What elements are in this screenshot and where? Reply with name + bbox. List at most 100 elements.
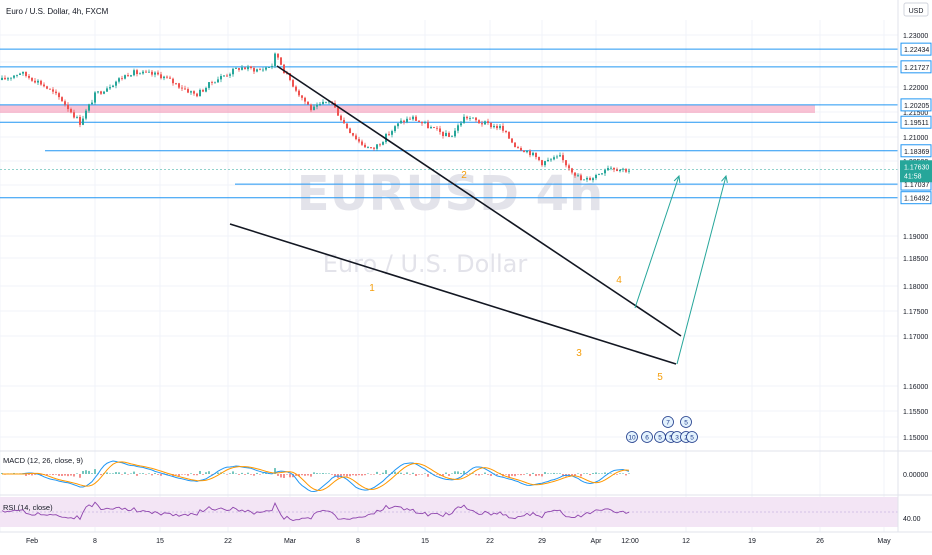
candle-body bbox=[319, 103, 321, 105]
candle-body bbox=[583, 179, 585, 181]
macd-histogram-bar bbox=[589, 474, 591, 476]
candles bbox=[1, 52, 630, 183]
macd-histogram-bar bbox=[118, 472, 120, 474]
candle-body bbox=[628, 170, 630, 172]
candle-body bbox=[187, 89, 189, 93]
candle-body bbox=[598, 174, 600, 176]
candle-body bbox=[220, 76, 222, 80]
macd-histogram-bar bbox=[160, 474, 162, 476]
macd-histogram-bar bbox=[451, 473, 453, 474]
macd-histogram-bar bbox=[223, 473, 225, 474]
candle-body bbox=[403, 120, 405, 123]
candle-body bbox=[562, 155, 564, 161]
macd-histogram-bar bbox=[604, 472, 606, 474]
resistance-zone-rect bbox=[0, 105, 815, 113]
macd-histogram-bar bbox=[238, 474, 240, 475]
candle-body bbox=[307, 101, 309, 105]
candle-body bbox=[538, 157, 540, 161]
macd-histogram-bar bbox=[619, 473, 621, 474]
macd-histogram-bar bbox=[298, 474, 300, 477]
level-lines bbox=[0, 48, 898, 199]
macd-histogram-bar bbox=[181, 474, 183, 475]
event-badge-label: 3 bbox=[675, 435, 679, 442]
candle-body bbox=[97, 91, 99, 93]
wave-labels: 1 2 3 4 5 bbox=[369, 170, 663, 383]
macd-histogram-bar bbox=[517, 474, 519, 475]
macd-histogram-bar bbox=[313, 472, 315, 474]
currency-box[interactable] bbox=[903, 2, 929, 17]
candle-body bbox=[475, 117, 477, 121]
candle-body bbox=[103, 91, 105, 94]
macd-histogram-bar bbox=[289, 474, 291, 478]
event-badge-label: 5 bbox=[684, 420, 688, 427]
candle-body bbox=[1, 77, 3, 80]
candle-body bbox=[451, 136, 453, 138]
candle-body bbox=[580, 175, 582, 181]
macd-line bbox=[2, 460, 630, 493]
macd-histogram-bar bbox=[205, 472, 207, 474]
candle-body bbox=[190, 91, 192, 93]
time-tick: 12:00 bbox=[621, 538, 639, 545]
candle-body bbox=[577, 175, 579, 177]
macd-histogram-bar bbox=[505, 474, 507, 475]
signal-line bbox=[2, 461, 630, 491]
candle-body bbox=[25, 71, 27, 76]
macd-histogram-bar bbox=[466, 474, 468, 475]
candle-body bbox=[466, 116, 468, 119]
macd-histogram-bar bbox=[31, 474, 33, 476]
macd-histogram-bar bbox=[127, 474, 129, 475]
macd-histogram-bar bbox=[388, 474, 390, 475]
macd-histogram-bar bbox=[280, 474, 282, 478]
candle-body bbox=[370, 147, 372, 148]
price-tick: 1.15000 bbox=[903, 435, 928, 442]
candle-body bbox=[373, 147, 375, 149]
time-tick: 22 bbox=[224, 538, 232, 545]
macd-histogram-bar bbox=[556, 473, 558, 474]
candle-body bbox=[346, 123, 348, 129]
macd-histogram-bar bbox=[346, 474, 348, 477]
macd-histogram-bar bbox=[52, 474, 54, 476]
lower-trendline bbox=[229, 223, 677, 365]
macd-histogram-bar bbox=[226, 474, 228, 475]
candle-body bbox=[571, 168, 573, 173]
candle-body bbox=[16, 74, 18, 76]
macd-histogram-bar bbox=[49, 474, 51, 475]
current-price-tag bbox=[900, 160, 932, 183]
candle-body bbox=[484, 121, 486, 125]
price-tick: 1.23000 bbox=[903, 33, 928, 40]
trendlines bbox=[229, 65, 682, 365]
candle-body bbox=[427, 122, 429, 129]
candle-body bbox=[7, 78, 9, 80]
candle-body bbox=[250, 66, 252, 69]
event-badge-label: 10 bbox=[628, 435, 636, 442]
macd-histogram-bar bbox=[124, 472, 126, 474]
event-badges: 7 510 6 5 5 3 2 5 bbox=[626, 416, 698, 443]
macd-histogram-bar bbox=[46, 474, 48, 476]
macd-histogram-bar bbox=[79, 474, 81, 478]
candle-body bbox=[166, 76, 168, 78]
macd-histogram-bar bbox=[154, 473, 156, 474]
candle-body bbox=[601, 173, 603, 175]
macd-histogram-bar bbox=[136, 474, 138, 476]
candle-body bbox=[235, 68, 237, 69]
level-price-label: 1.16492 bbox=[904, 196, 929, 203]
countdown-label: 41:58 bbox=[904, 173, 922, 180]
candle-body bbox=[325, 101, 327, 103]
candle-body bbox=[241, 67, 243, 70]
macd-histogram-bar bbox=[304, 474, 306, 476]
candle-body bbox=[448, 132, 450, 137]
candle-body bbox=[595, 174, 597, 179]
candle-body bbox=[61, 97, 63, 102]
macd-histogram-bar bbox=[454, 471, 456, 474]
macd-histogram-bar bbox=[514, 474, 516, 477]
macd-histogram-bar bbox=[208, 471, 210, 474]
macd-pane: MACD (12, 26, close, 9) 0.00000 bbox=[0, 450, 932, 493]
candle-body bbox=[283, 64, 285, 74]
macd-tick: 0.00000 bbox=[903, 472, 928, 479]
projection-arrow-1 bbox=[634, 175, 680, 309]
candle-body bbox=[121, 78, 123, 80]
macd-histogram-bar bbox=[508, 474, 510, 478]
candle-body bbox=[43, 84, 45, 87]
